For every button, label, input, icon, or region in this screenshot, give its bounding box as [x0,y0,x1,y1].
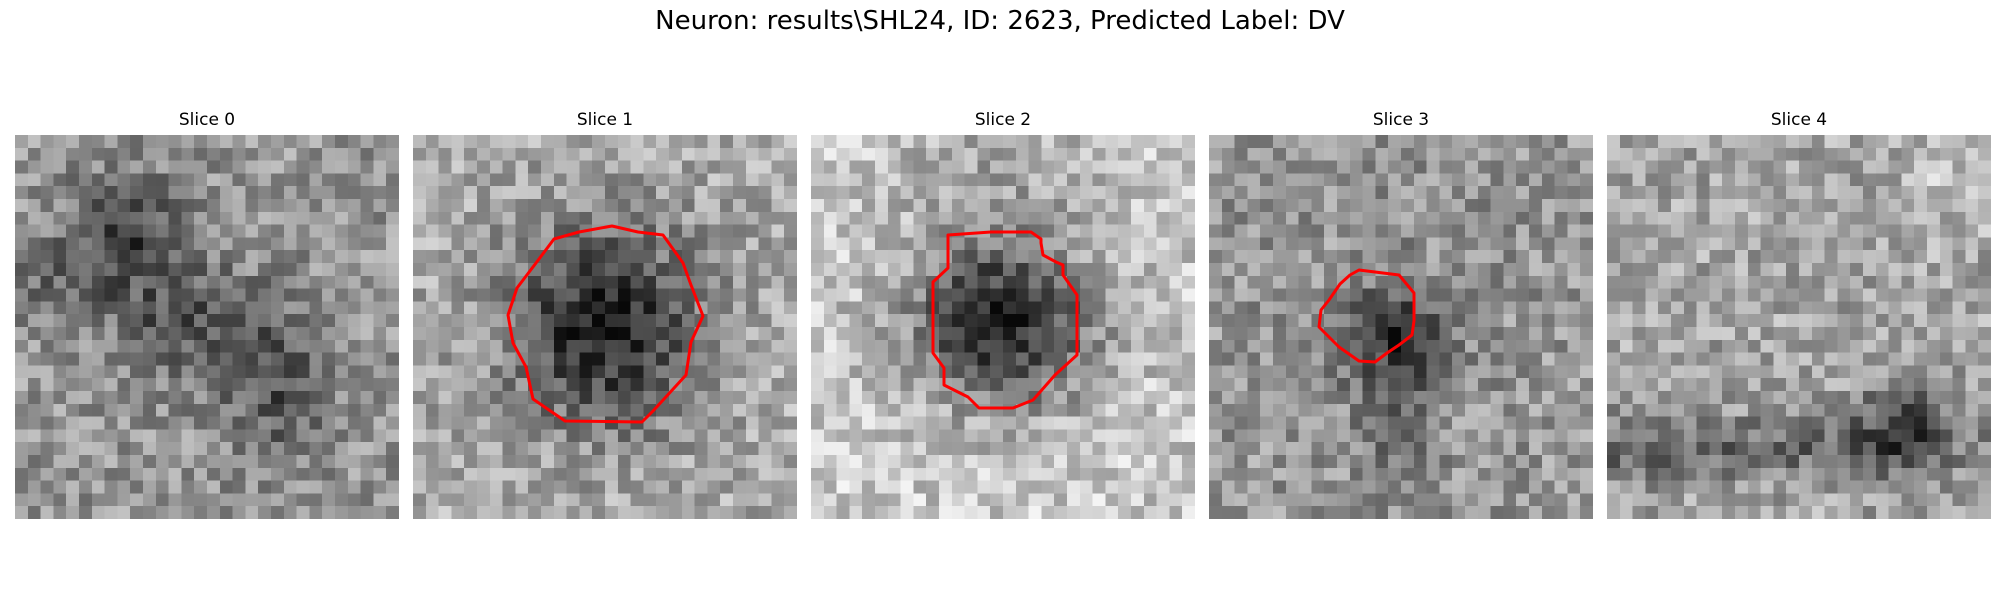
slice-image [1209,135,1593,519]
slice-title: Slice 4 [1770,110,1828,130]
slice-image [413,135,797,519]
slice-panel-2: Slice 2 [811,0,1195,600]
slice-image [1607,135,1991,519]
slice-panel-4: Slice 4 [1607,0,1991,600]
slice-title: Slice 2 [974,110,1032,130]
slice-title: Slice 1 [576,110,634,130]
slice-title: Slice 0 [178,110,236,130]
slice-panel-3: Slice 3 [1209,0,1593,600]
slice-panel-0: Slice 0 [15,0,399,600]
slice-image [15,135,399,519]
figure-title: Neuron: results\SHL24, ID: 2623, Predict… [655,6,1345,36]
slice-title: Slice 3 [1372,110,1430,130]
slice-image [811,135,1195,519]
slice-panel-1: Slice 1 [413,0,797,600]
